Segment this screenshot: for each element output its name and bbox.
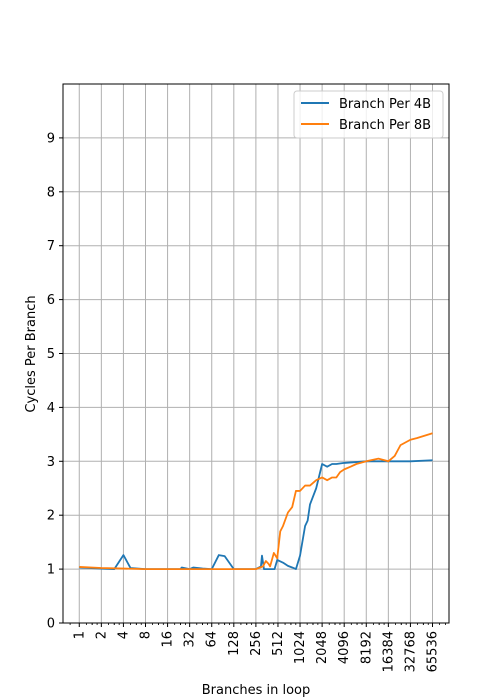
legend: Branch Per 4B Branch Per 8B [293,90,444,139]
x-axis-ticks: 1 2 4 8 16 32 64 128 256 512 1024 2048 4096 8192 16384… [69,623,446,672]
legend-box [293,90,444,139]
x-tick-label: 4096 [337,631,352,664]
x-tick-label: 16 [161,631,176,648]
x-tick-label: 65536 [426,631,441,672]
x-tick-label: 8192 [359,631,374,664]
x-tick-label: 2 [94,631,109,639]
series-lines [79,432,433,570]
y-tick-label: 2 [47,509,55,524]
x-tick-label: 16384 [381,631,396,672]
x-tick-label: 1024 [293,631,308,664]
y-tick-label: 6 [47,293,55,308]
y-tick-label: 5 [47,347,55,362]
y-tick-label: 1 [47,563,55,578]
x-tick-label: 1 [72,631,87,639]
legend-label-series-2: Branch Per 8B [339,118,431,133]
x-tick-label: 32768 [403,631,418,672]
y-tick-label: 8 [47,185,55,200]
legend-label-series-1: Branch Per 4B [339,97,431,112]
x-tick-label: 8 [139,631,154,639]
x-tick-label: 4 [116,631,131,639]
x-tick-label: 64 [205,631,220,648]
x-tick-label: 2048 [315,631,330,664]
y-axis-label: Cycles Per Branch [24,295,39,412]
y-tick-label: 7 [47,239,55,254]
x-tick-label: 512 [271,631,286,656]
y-tick-label: 3 [47,455,55,470]
y-tick-label: 9 [47,131,55,146]
x-tick-label: 256 [249,631,264,656]
x-axis-label: Branches in loop [202,683,311,698]
series-line-2 [79,432,433,570]
x-tick-label: 128 [227,631,242,656]
y-tick-label: 0 [47,617,55,632]
y-tick-label: 4 [47,401,55,416]
y-axis-ticks: 0 1 2 3 4 5 6 7 8 9 [47,131,63,632]
x-tick-label: 32 [183,631,198,648]
